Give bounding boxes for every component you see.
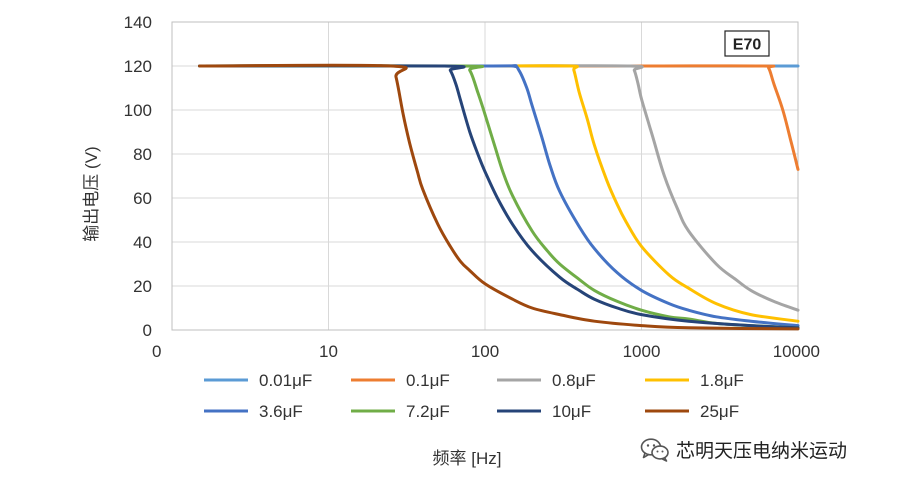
series-line: [198, 64, 800, 312]
series-line: [198, 64, 800, 328]
legend: 0.01μF 0.1μF 0.8μF 1.8μF 3.6μF 7.2μF 10μF 25μF: [204, 371, 744, 421]
badge-box: [724, 30, 770, 57]
legend-label: 0.8μF: [552, 371, 596, 390]
badge: E70: [724, 30, 770, 57]
y-tick-label: 100: [124, 101, 152, 120]
legend-label: 25μF: [700, 402, 739, 421]
legend-label: 10μF: [552, 402, 591, 421]
y-tick-label: 120: [124, 57, 152, 76]
x-tick-label: 0: [152, 342, 161, 361]
legend-label: 1.8μF: [700, 371, 744, 390]
x-tick-label: 10000: [773, 342, 820, 361]
x-tick-label: 1000: [623, 342, 661, 361]
watermark: 芯明天压电纳米运动: [640, 436, 847, 463]
y-tick-labels: 0 20 40 60 80 100 120 140: [124, 13, 152, 340]
legend-label: 0.1μF: [406, 371, 450, 390]
badge-label: E70: [733, 37, 762, 54]
x-tick-label: 100: [471, 342, 499, 361]
x-tick-labels: 0 10 100 1000 10000: [152, 342, 820, 361]
legend-label: 0.01μF: [259, 371, 312, 390]
wechat-logo-icon: [640, 437, 669, 462]
y-tick-label: 40: [133, 233, 152, 252]
x-tick-label: 10: [319, 342, 338, 361]
y-tick-label: 80: [133, 145, 152, 164]
x-axis-label: 频率 [Hz]: [433, 449, 502, 468]
plot-frame: [171, 21, 799, 331]
series-group: [198, 63, 800, 331]
series-line: [198, 64, 800, 330]
series-line: [198, 64, 800, 323]
y-tick-label: 20: [133, 277, 152, 296]
y-tick-label: 140: [124, 13, 152, 32]
watermark-text: 芯明天压电纳米运动: [676, 440, 848, 462]
series-line: [198, 63, 800, 331]
y-axis-label: 输出电压 (V): [82, 146, 101, 241]
legend-label: 3.6μF: [259, 402, 303, 421]
y-tick-label: 0: [143, 321, 152, 340]
y-tick-label: 60: [133, 189, 152, 208]
series-line: [198, 64, 800, 330]
legend-label: 7.2μF: [406, 402, 450, 421]
